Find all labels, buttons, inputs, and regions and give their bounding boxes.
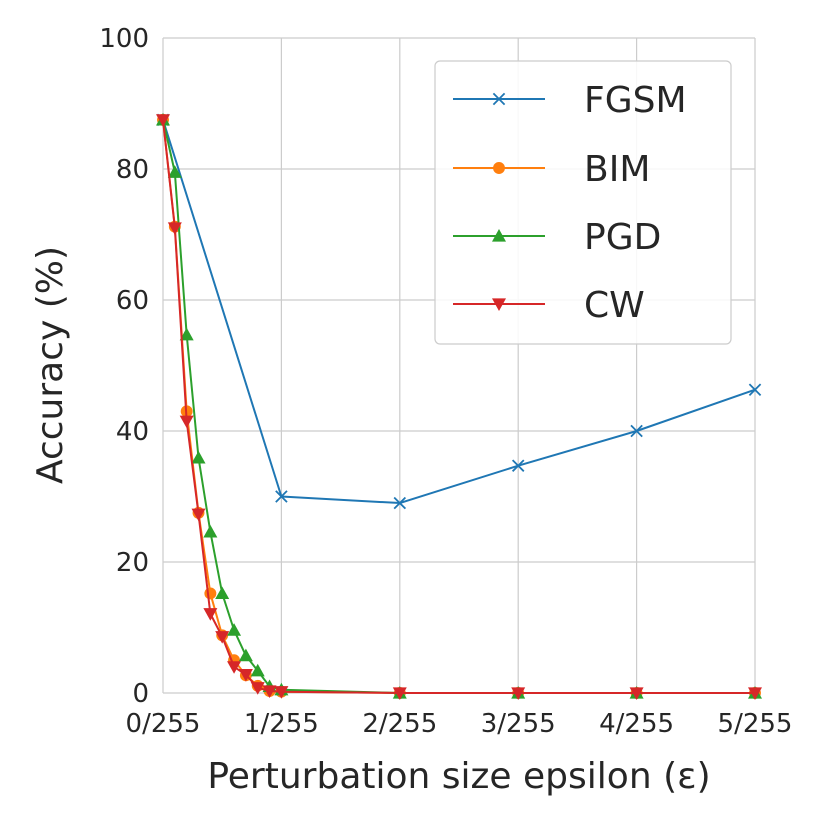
y-tick-label: 80 (116, 155, 149, 185)
data-point-cw (179, 415, 194, 429)
data-point-bim (204, 587, 217, 600)
series-layer (156, 112, 762, 700)
legend: FGSM BIM PGD CW (434, 60, 732, 345)
data-point-fgsm (275, 490, 288, 503)
data-point-pgd (191, 450, 206, 464)
x-tick-label: 5/255 (718, 709, 793, 739)
y-tick-label: 0 (132, 679, 149, 709)
data-point-cw (274, 686, 289, 699)
y-axis-label: Accuracy (%) (30, 246, 71, 484)
x-tick-label: 1/255 (244, 709, 319, 739)
x-tick-label: 3/255 (481, 709, 556, 739)
series-line-fgsm (162, 119, 756, 505)
data-point-pgd (250, 663, 265, 677)
series-cw (156, 114, 762, 700)
x-axis-label: Perturbation size epsilon (ε) (207, 756, 710, 797)
legend-label-bim: BIM (584, 149, 650, 190)
legend-box (434, 60, 732, 345)
legend-marker-fgsm (492, 92, 506, 106)
data-point-fgsm (393, 496, 407, 510)
data-point-pgd (227, 623, 242, 636)
legend-marker-bim (493, 162, 505, 174)
data-point-pgd (167, 165, 182, 178)
data-point-cw (250, 682, 265, 695)
data-point-cw (392, 687, 407, 700)
y-tick-label: 20 (116, 548, 149, 578)
data-point-cw (167, 222, 182, 235)
data-point-pgd (238, 648, 253, 662)
data-point-pgd (203, 524, 218, 538)
data-point-fgsm (630, 424, 643, 438)
data-point-cw (191, 508, 206, 522)
data-point-cw (629, 687, 644, 700)
data-point-fgsm (511, 459, 525, 472)
y-tick-label: 40 (116, 417, 149, 447)
data-point-cw (262, 685, 277, 699)
legend-marker-pgd (492, 229, 506, 242)
legend-label-pgd: PGD (584, 217, 661, 258)
y-tick-labels: 0 20 40 60 80 100 (99, 24, 149, 709)
legend-marker-cw (492, 298, 506, 311)
data-point-cw (215, 631, 230, 644)
data-point-cw (227, 661, 242, 674)
data-point-cw (238, 669, 253, 682)
data-point-cw (203, 608, 218, 621)
data-point-pgd (179, 327, 194, 341)
data-point-fgsm (748, 383, 762, 396)
x-tick-label: 4/255 (599, 709, 674, 739)
x-tick-label: 0/255 (126, 709, 201, 739)
data-point-pgd (215, 586, 230, 600)
legend-label-fgsm: FGSM (584, 80, 687, 121)
y-tick-label: 100 (99, 24, 149, 54)
data-point-cw (156, 114, 170, 127)
x-tick-label: 2/255 (362, 709, 437, 739)
data-point-cw (511, 687, 526, 700)
legend-label-cw: CW (584, 285, 645, 326)
data-point-cw (748, 687, 762, 700)
y-tick-label: 60 (116, 286, 149, 316)
x-tick-labels: 0/255 1/255 2/255 3/255 4/255 5/255 (126, 709, 793, 739)
